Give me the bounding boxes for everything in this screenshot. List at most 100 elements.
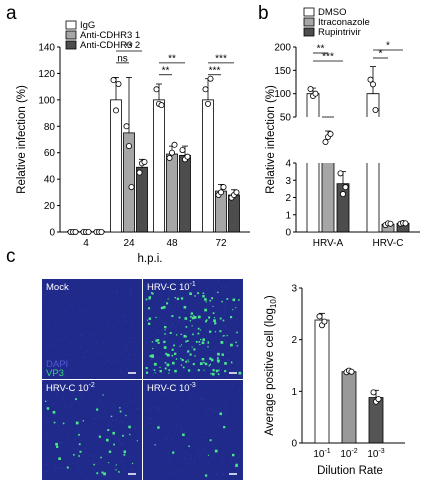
dapi-speckle [87,408,89,410]
vp3-signal [232,453,235,457]
dapi-speckle [116,292,118,294]
data-point-a [136,169,143,176]
dapi-speckle [222,473,224,475]
dapi-label: DAPI [46,359,68,370]
dapi-speckle [62,467,64,469]
dapi-speckle [204,347,206,349]
dapi-speckle [150,407,152,409]
dapi-speckle [173,444,175,446]
bar-b-lower [366,163,380,233]
dapi-speckle [74,370,76,372]
data-point-c [375,396,382,403]
legend-swatch-b [303,7,315,17]
dapi-speckle [212,439,214,441]
bar-a [179,154,191,233]
vp3-signal [185,360,188,363]
vp3-signal [217,362,219,364]
dapi-speckle [48,372,50,374]
dapi-speckle [135,427,137,429]
vp3-signal [172,451,175,454]
dapi-speckle [241,468,243,470]
vp3-signal [46,407,50,410]
dapi-speckle [112,325,114,327]
y-tick-label-b: 2 [285,193,291,204]
dapi-speckle [71,368,73,370]
dapi-speckle [144,383,146,385]
dapi-speckle [64,375,66,377]
y-tick-label-a: 140 [38,43,55,54]
vp3-signal [101,471,104,474]
bar-b [336,183,350,233]
vp3-signal [108,450,112,453]
dapi-speckle [168,289,170,291]
dapi-speckle [63,391,65,393]
y-axis-label-c: Average positive cell (log10) [264,295,278,436]
vp3-signal [157,339,160,341]
dapi-speckle [114,349,116,351]
dapi-speckle [133,334,135,336]
dapi-speckle [115,468,117,470]
dapi-speckle [196,313,198,315]
dapi-speckle [106,291,108,293]
dapi-speckle [53,338,55,340]
dapi-speckle [230,318,232,320]
dapi-speckle [70,405,72,407]
vp3-signal [223,335,225,337]
data-point-b [369,81,376,88]
dapi-speckle [93,418,95,420]
dapi-speckle [196,370,198,372]
dapi-speckle [183,401,185,403]
dapi-speckle [53,345,55,347]
dapi-speckle [174,447,176,449]
vp3-signal [185,340,187,343]
y-tick-label-b: 100 [274,89,291,100]
y-tick-label-a: 60 [44,148,56,159]
dapi-speckle [47,421,49,423]
vp3-signal [78,443,81,446]
dapi-speckle [83,303,85,305]
dapi-speckle [198,458,200,460]
dapi-speckle [121,460,123,462]
x-tick-label-a: 72 [215,238,227,249]
dapi-speckle [58,363,60,365]
vp3-signal [149,354,152,358]
dapi-speckle [172,310,174,312]
dapi-speckle [128,355,130,357]
micrograph-label: Mock [46,282,69,293]
dapi-speckle [166,444,168,446]
dapi-speckle [192,369,194,371]
vp3-signal [211,358,214,362]
dapi-speckle [125,347,127,349]
dapi-speckle [190,454,192,456]
dapi-speckle [131,400,133,402]
vp3-signal [235,464,238,467]
data-point-b [372,107,379,114]
dapi-speckle [174,450,176,452]
dapi-speckle [169,342,171,344]
dapi-speckle [213,411,215,413]
vp3-signal [73,454,75,456]
dapi-speckle [84,468,86,470]
dapi-speckle [170,296,172,298]
dapi-speckle [186,439,188,441]
vp3-signal [200,338,202,341]
dapi-speckle [136,349,138,351]
data-point-a [72,228,79,235]
dapi-speckle [125,336,127,338]
vp3-signal [178,316,181,319]
vp3-signal [183,305,187,309]
dapi-speckle [179,322,181,324]
dapi-speckle [159,423,161,425]
dapi-speckle [159,437,161,439]
dapi-speckle [166,334,168,336]
vp3-signal [208,316,211,319]
vp3-signal [78,455,80,457]
vp3-signal [52,410,56,414]
vp3-signal [235,307,237,309]
data-point-a [158,102,165,109]
dapi-speckle [168,460,170,462]
vp3-signal [148,297,151,300]
dapi-speckle [228,440,230,442]
data-point-b [367,76,374,83]
dapi-speckle [234,332,236,334]
